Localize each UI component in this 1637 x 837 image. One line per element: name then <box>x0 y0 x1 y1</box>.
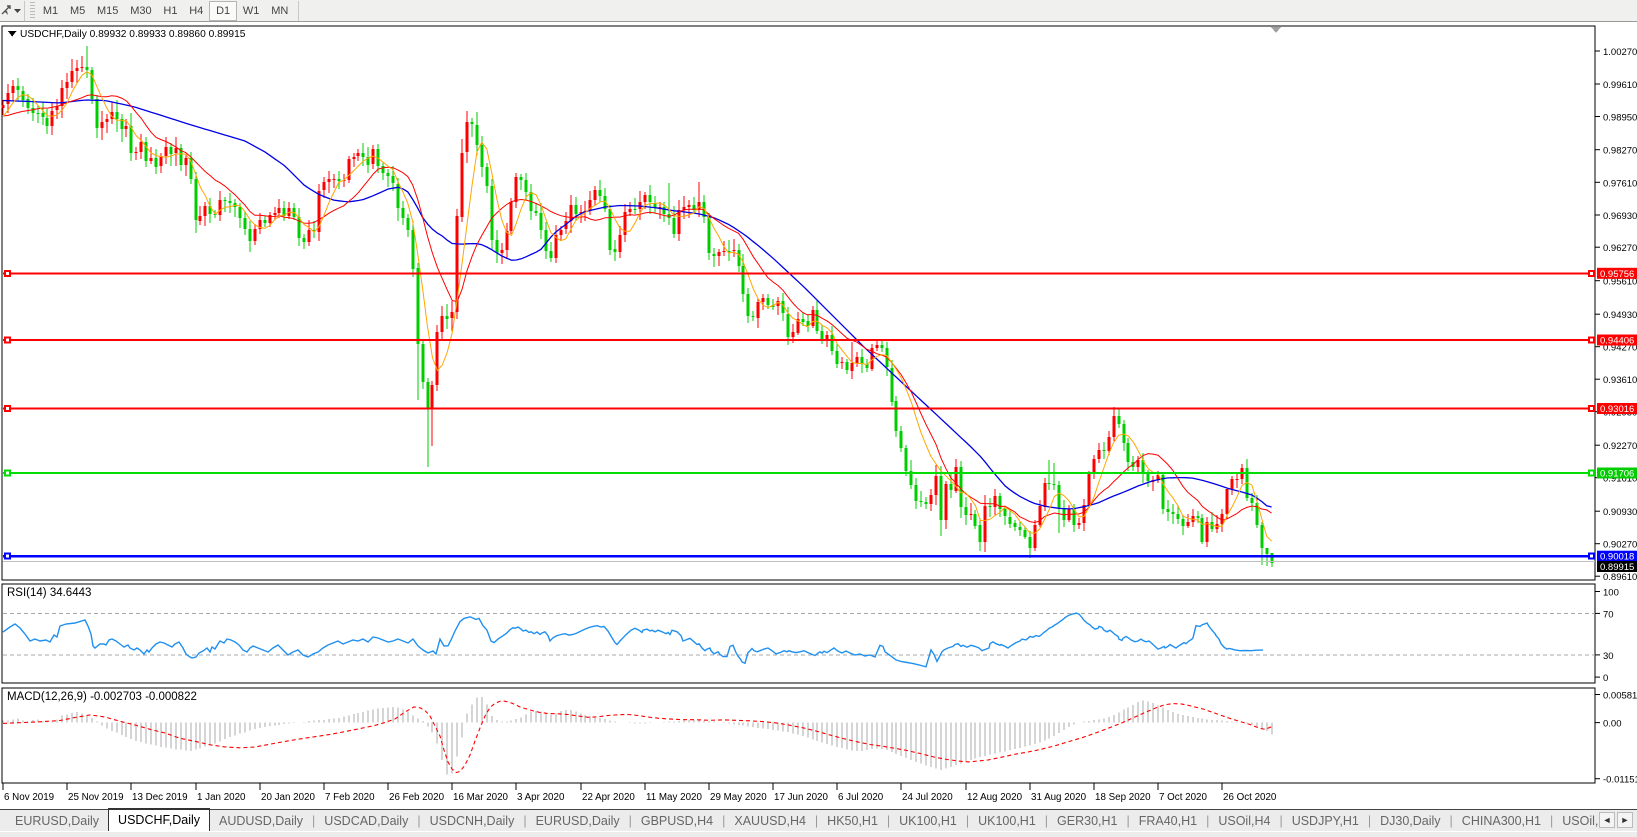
svg-text:0.90270: 0.90270 <box>1603 540 1637 551</box>
svg-text:0.93610: 0.93610 <box>1603 375 1637 386</box>
svg-text:0.95756: 0.95756 <box>1600 269 1634 280</box>
svg-text:0.94930: 0.94930 <box>1603 310 1637 321</box>
svg-text:22 Apr 2020: 22 Apr 2020 <box>582 792 635 803</box>
svg-text:29 May 2020: 29 May 2020 <box>710 792 767 803</box>
svg-text:0.92270: 0.92270 <box>1603 441 1637 452</box>
svg-text:6 Nov 2019: 6 Nov 2019 <box>4 792 54 803</box>
svg-text:0.89915: 0.89915 <box>1600 562 1634 573</box>
svg-text:12 Aug 2020: 12 Aug 2020 <box>967 792 1023 803</box>
svg-text:0.96270: 0.96270 <box>1603 243 1637 254</box>
svg-text:26 Oct 2020: 26 Oct 2020 <box>1223 792 1277 803</box>
svg-text:-0.011514: -0.011514 <box>1603 775 1637 786</box>
svg-text:0.00: 0.00 <box>1603 719 1622 730</box>
svg-text:20 Jan 2020: 20 Jan 2020 <box>261 792 315 803</box>
svg-text:31 Aug 2020: 31 Aug 2020 <box>1031 792 1087 803</box>
svg-text:0.98950: 0.98950 <box>1603 113 1637 124</box>
svg-text:11 May 2020: 11 May 2020 <box>646 792 702 803</box>
svg-text:USDCHF,Daily 0.89932 0.89933: USDCHF,Daily 0.89932 0.89933 0.89860 0.8… <box>20 29 246 40</box>
svg-text:7 Oct 2020: 7 Oct 2020 <box>1159 792 1207 803</box>
svg-text:0.96930: 0.96930 <box>1603 211 1637 222</box>
svg-text:RSI(14) 34.6443: RSI(14) 34.6443 <box>7 587 91 599</box>
svg-text:25 Nov 2019: 25 Nov 2019 <box>68 792 124 803</box>
svg-text:0.98270: 0.98270 <box>1603 146 1637 157</box>
svg-text:17 Jun 2020: 17 Jun 2020 <box>774 792 828 803</box>
svg-text:100: 100 <box>1603 588 1619 599</box>
svg-text:7 Feb 2020: 7 Feb 2020 <box>325 792 375 803</box>
svg-text:0.93016: 0.93016 <box>1600 404 1634 415</box>
svg-text:0: 0 <box>1603 673 1608 684</box>
svg-text:13 Dec 2019: 13 Dec 2019 <box>132 792 188 803</box>
svg-text:0.90018: 0.90018 <box>1600 552 1634 563</box>
svg-text:24 Jul 2020: 24 Jul 2020 <box>902 792 953 803</box>
svg-text:1.00270: 1.00270 <box>1603 47 1637 58</box>
svg-text:16 Mar 2020: 16 Mar 2020 <box>453 792 509 803</box>
svg-text:0.91610: 0.91610 <box>1603 474 1637 485</box>
svg-text:30: 30 <box>1603 651 1614 662</box>
svg-text:0.89610: 0.89610 <box>1603 572 1637 583</box>
svg-text:0.97610: 0.97610 <box>1603 178 1637 189</box>
svg-text:0.94406: 0.94406 <box>1600 336 1634 347</box>
svg-text:MACD(12,26,9) -0.002703 -0.000: MACD(12,26,9) -0.002703 -0.000822 <box>7 691 197 703</box>
svg-text:0.90930: 0.90930 <box>1603 507 1637 518</box>
svg-text:3 Apr 2020: 3 Apr 2020 <box>517 792 565 803</box>
svg-text:0.91706: 0.91706 <box>1600 469 1634 480</box>
svg-text:18 Sep 2020: 18 Sep 2020 <box>1095 792 1151 803</box>
svg-text:6 Jul 2020: 6 Jul 2020 <box>838 792 884 803</box>
svg-text:0.005818: 0.005818 <box>1603 691 1637 702</box>
svg-text:0.99610: 0.99610 <box>1603 80 1637 91</box>
svg-text:1 Jan 2020: 1 Jan 2020 <box>197 792 246 803</box>
svg-text:0.95610: 0.95610 <box>1603 277 1637 288</box>
svg-text:26 Feb 2020: 26 Feb 2020 <box>389 792 445 803</box>
svg-text:0.94270: 0.94270 <box>1603 343 1637 354</box>
svg-text:70: 70 <box>1603 609 1614 620</box>
